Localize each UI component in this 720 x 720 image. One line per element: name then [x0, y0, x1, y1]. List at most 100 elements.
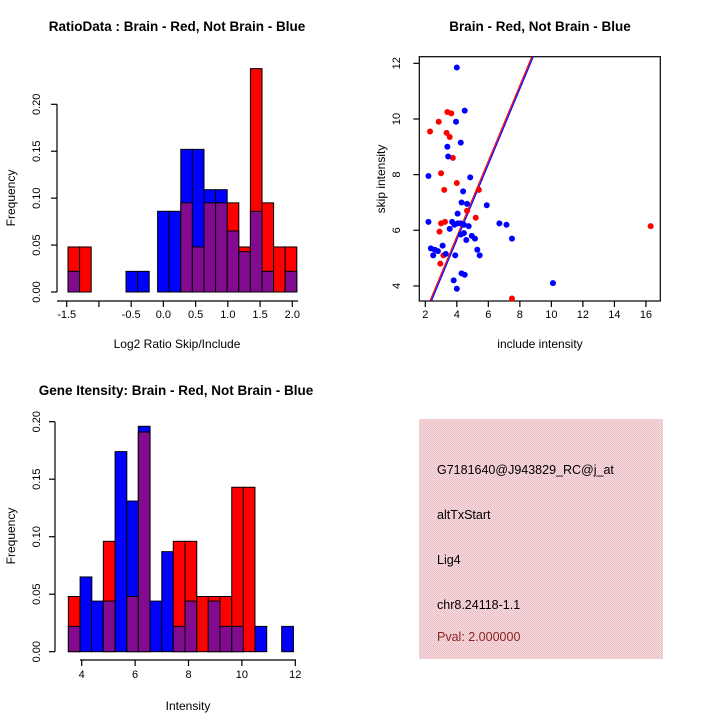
y-tick-label: 10	[391, 113, 403, 125]
histogram-bar	[242, 486, 256, 653]
y-tick-label: 0.20	[31, 94, 43, 115]
scatter-point-brain	[436, 228, 443, 235]
y-tick-label: 4	[391, 283, 403, 289]
scatter-point-brain	[442, 218, 448, 225]
histogram-bar-overlap	[191, 246, 205, 293]
x-tick-label: 14	[608, 309, 620, 321]
y-tick-label: 0.05	[31, 234, 43, 255]
scatter-point-not-brain	[503, 221, 510, 228]
y-axis-label: Frequency	[4, 508, 18, 565]
y-tick-label: 0.15	[31, 468, 43, 489]
histogram-bar-overlap	[180, 202, 193, 293]
chart-title: RatioData : Brain - Red, Not Brain - Blu…	[49, 19, 306, 34]
y-tick-label: 0.15	[31, 141, 43, 162]
histogram-bar-overlap	[231, 625, 245, 653]
y-tick-label: 12	[391, 57, 403, 69]
histogram-bar-overlap	[203, 202, 217, 293]
y-tick-label: 0.10	[31, 187, 43, 208]
gene-info-box: G7181640@J943829_RC@j_at altTxStart Lig4…	[419, 419, 663, 659]
histogram-bar	[196, 596, 210, 653]
scatter-point-not-brain	[439, 242, 446, 249]
histogram-bar-overlap	[284, 270, 298, 293]
scatter-point-not-brain	[442, 250, 449, 257]
scatter-point-not-brain	[496, 220, 503, 227]
x-tick-label: 4	[454, 309, 460, 321]
scatter-point-brain	[647, 223, 654, 230]
scatter-point-brain	[508, 295, 515, 302]
x-tick-label: 2	[422, 309, 428, 321]
scatter-point-not-brain	[476, 252, 483, 259]
y-tick-label: 0.05	[31, 583, 43, 604]
scatter-point-not-brain	[467, 174, 474, 181]
x-tick-label: 12	[289, 669, 301, 681]
x-tick-label: 10	[236, 669, 248, 681]
scatter-point-not-brain	[483, 202, 490, 209]
event-type-text: altTxStart	[437, 508, 491, 522]
histogram-bar	[273, 246, 286, 293]
pval-text: Pval: 2.000000	[437, 630, 521, 644]
histogram-bar-overlap	[67, 625, 81, 653]
x-tick-label: 6	[132, 669, 138, 681]
x-tick-label: 1.0	[220, 309, 235, 321]
y-tick-label: 0.00	[31, 281, 43, 302]
scatter-point-not-brain	[457, 139, 464, 146]
histogram-bar	[161, 551, 175, 653]
scatter-point-not-brain	[454, 210, 461, 217]
x-axis-label: Intensity	[166, 699, 211, 713]
histogram-bar	[114, 451, 128, 653]
scatter-point-brain	[472, 214, 479, 221]
scatter-point-brain	[448, 110, 455, 117]
histogram-bar-overlap	[226, 230, 240, 293]
scatter-point-not-brain	[444, 143, 451, 150]
plot-box	[418, 56, 661, 302]
histogram-bar-overlap	[184, 600, 198, 653]
scatter-point-not-brain	[425, 173, 432, 180]
x-tick-label: 4	[79, 669, 85, 681]
x-axis-label: Log2 Ratio Skip/Include	[114, 337, 241, 351]
histogram-bar-overlap	[219, 625, 233, 653]
x-tick-label: 16	[640, 309, 652, 321]
x-tick-label: -1.5	[57, 309, 76, 321]
histogram-bar-overlap	[207, 600, 221, 653]
histogram-bar-overlap	[238, 251, 251, 293]
scatter-point-brain	[438, 170, 445, 177]
scatter-point-not-brain	[508, 235, 515, 242]
x-tick-label: 0.5	[188, 309, 203, 321]
ratio-histogram-chart: RatioData : Brain - Red, Not Brain - Blu…	[4, 19, 306, 351]
x-tick-label: 2.0	[285, 309, 300, 321]
scatter-point-brain	[441, 186, 448, 193]
y-tick-label: 8	[391, 172, 403, 178]
histogram-bar-overlap	[215, 202, 228, 293]
histogram-bar-overlap	[249, 210, 263, 293]
scatter-point-brain	[464, 207, 471, 214]
histogram-bar-overlap	[67, 270, 81, 293]
scatter-point-not-brain	[460, 230, 467, 237]
scatter-point-not-brain	[471, 235, 478, 242]
histogram-bar	[168, 210, 182, 293]
histogram-bar	[137, 270, 150, 293]
histogram-bar	[125, 270, 139, 293]
gene-symbol-text: Lig4	[437, 553, 461, 567]
y-axis-label: skip intensity	[374, 145, 388, 214]
scatter-point-brain	[446, 134, 453, 141]
fit-line-red	[429, 56, 533, 302]
scatter-point-not-brain	[458, 199, 465, 206]
scatter-point-not-brain	[465, 223, 472, 230]
scatter-point-brain	[453, 179, 460, 186]
scatter-point-not-brain	[463, 237, 470, 244]
histogram-bar	[79, 576, 93, 653]
scatter-point-not-brain	[425, 218, 432, 225]
scatter-point-not-brain	[461, 107, 468, 114]
scatter-point-not-brain	[549, 280, 556, 287]
scatter-point-not-brain	[460, 221, 467, 228]
scatter-point-not-brain	[445, 153, 452, 160]
gene-intensity-histogram-chart: Gene Itensity: Brain - Red, Not Brain - …	[4, 383, 314, 713]
histogram-bar	[281, 625, 294, 653]
x-tick-label: 8	[517, 309, 523, 321]
y-tick-label: 6	[391, 227, 403, 233]
histogram-bar-overlap	[102, 600, 116, 653]
x-tick-label: 12	[577, 309, 589, 321]
x-tick-label: 6	[485, 309, 491, 321]
scatter-point-brain	[435, 118, 442, 125]
